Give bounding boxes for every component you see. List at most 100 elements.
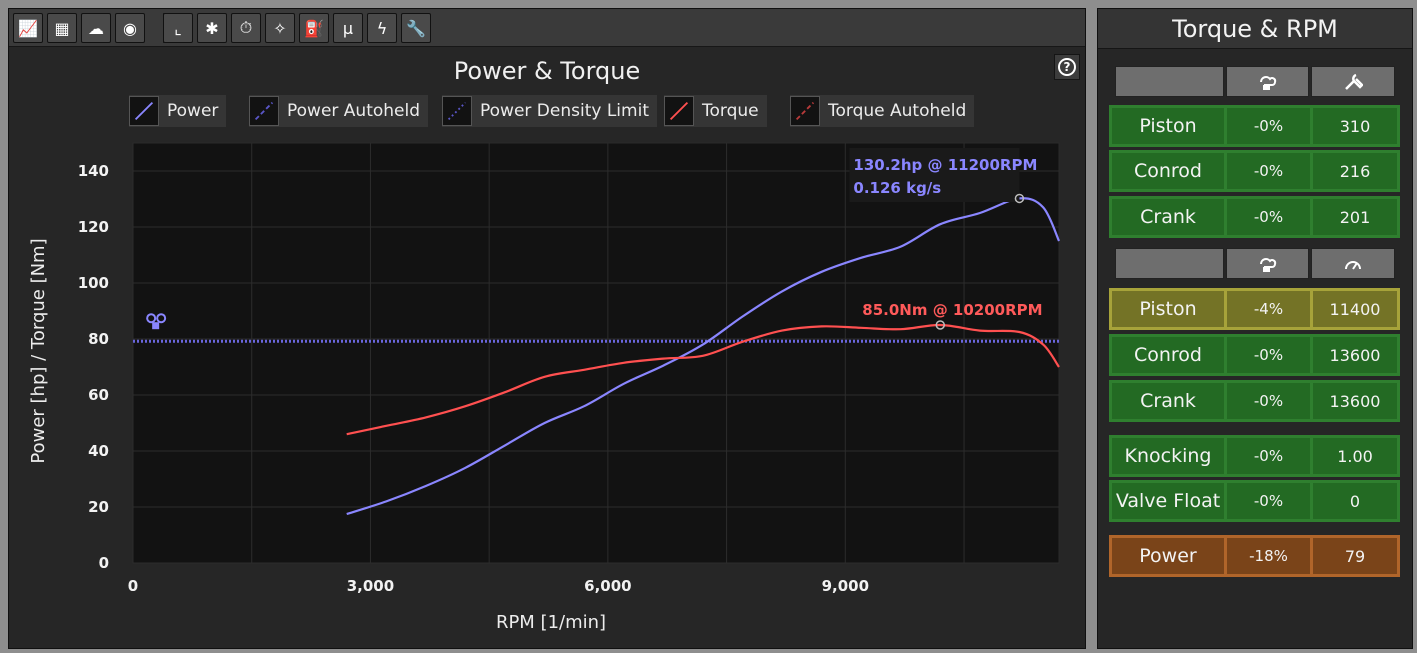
turbo-icon[interactable]: ☁ <box>81 13 111 43</box>
bug-icon[interactable]: ✱ <box>197 13 227 43</box>
x-tick-label: 3,000 <box>347 577 394 595</box>
x-tick-label: 6,000 <box>584 577 631 595</box>
power-peak-label-bg <box>849 148 1020 202</box>
row-value: 201 <box>1313 199 1397 235</box>
legend-item-torque[interactable]: Torque <box>664 95 767 127</box>
row-piston-torque: Piston -0% 310 <box>1109 105 1400 147</box>
header-blank <box>1115 248 1224 279</box>
tachometer-icon <box>1311 248 1395 279</box>
legend-item-power-density-limit[interactable]: Power Density Limit <box>442 95 657 127</box>
row-percent: -0% <box>1227 438 1310 474</box>
y-tick-label: 60 <box>88 386 109 404</box>
power-line <box>346 197 1061 516</box>
power-autoheld-swatch-icon <box>249 96 279 126</box>
power-peak-marker <box>1014 193 1025 204</box>
piston-lock-icon <box>146 313 167 330</box>
row-name: Crank <box>1112 383 1224 419</box>
piston-shape <box>146 313 157 324</box>
legend-label: Power Density Limit <box>480 101 649 121</box>
row-name: Piston <box>1112 108 1224 144</box>
row-value: 13600 <box>1313 337 1397 373</box>
fuel-pump-icon[interactable]: ⛽ <box>299 13 329 43</box>
y-tick-label: 20 <box>88 498 109 516</box>
row-percent: -0% <box>1227 383 1310 419</box>
wrench-icon <box>1311 66 1395 97</box>
row-percent: -0% <box>1227 483 1310 519</box>
grid-chart-icon[interactable]: ▦ <box>47 13 77 43</box>
header-blank <box>1115 66 1224 97</box>
torque-swatch-icon <box>664 96 694 126</box>
row-name: Conrod <box>1112 337 1224 373</box>
power-torque-chart[interactable]: 0 3,000 6,000 9,000 0 20 40 60 80 100 120 140 RPM [1… <box>9 9 1085 648</box>
torque-peak-marker <box>935 320 946 330</box>
chart-title: Power & Torque <box>453 57 641 85</box>
y-tick-label: 0 <box>99 554 109 572</box>
row-value: 310 <box>1313 108 1397 144</box>
plot-area <box>132 142 1060 564</box>
legend-label: Torque Autoheld <box>828 101 967 121</box>
legend-label: Power <box>167 101 219 121</box>
engine-torque-icon <box>1226 66 1309 97</box>
chart-labels: 0 3,000 6,000 9,000 0 20 40 60 80 100 120 140 RPM [1… <box>28 156 1043 633</box>
row-value: 0 <box>1313 483 1397 519</box>
axes-chart-icon[interactable]: ⌞ <box>163 13 193 43</box>
row-name: Conrod <box>1112 153 1224 189</box>
y-tick-label: 80 <box>88 330 109 348</box>
y-tick-label: 100 <box>78 274 109 292</box>
row-value: 216 <box>1313 153 1397 189</box>
row-power: Power -18% 79 <box>1109 535 1400 577</box>
row-value: 79 <box>1313 538 1397 574</box>
row-valve-float: Valve Float -0% 0 <box>1109 480 1400 522</box>
legend-item-power-autoheld[interactable]: Power Autoheld <box>249 95 429 127</box>
piston-shape <box>156 313 167 324</box>
panel-title: Torque & RPM <box>1098 9 1412 49</box>
legend-label: Torque <box>702 101 759 121</box>
airflow-label: 0.126 kg/s <box>853 179 941 197</box>
power-density-swatch-icon <box>442 96 472 126</box>
row-piston-rpm: Piston -4% 11400 <box>1109 288 1400 330</box>
line-chart-icon[interactable]: 📈 <box>13 13 43 43</box>
row-percent: -0% <box>1227 199 1310 235</box>
power-peak-label: 130.2hp @ 11200RPM <box>853 156 1037 174</box>
row-percent: -0% <box>1227 108 1310 144</box>
help-button[interactable]: ? <box>1054 54 1080 80</box>
torque-autoheld-swatch-icon <box>790 96 820 126</box>
x-tick-label: 0 <box>128 577 138 595</box>
row-knocking: Knocking -0% 1.00 <box>1109 435 1400 477</box>
row-name: Crank <box>1112 199 1224 235</box>
turbine-icon[interactable]: ◉ <box>115 13 145 43</box>
y-axis-title: Power [hp] / Torque [Nm] <box>28 238 49 463</box>
y-tick-label: 40 <box>88 442 109 460</box>
row-name: Knocking <box>1112 438 1224 474</box>
mu-icon[interactable]: μ <box>333 13 363 43</box>
row-name: Valve Float <box>1112 483 1224 519</box>
row-value: 11400 <box>1313 291 1397 327</box>
row-percent: -4% <box>1227 291 1310 327</box>
row-percent: -18% <box>1227 538 1310 574</box>
row-name: Power <box>1112 538 1224 574</box>
legend-item-torque-autoheld[interactable]: Torque Autoheld <box>790 95 975 127</box>
y-tick-label: 140 <box>78 162 109 180</box>
legend-label: Power Autoheld <box>287 101 421 121</box>
stopwatch-icon[interactable]: ⏱ <box>231 13 261 43</box>
power-swatch-icon <box>129 96 159 126</box>
lock-shape <box>152 322 160 330</box>
x-tick-label: 9,000 <box>822 577 869 595</box>
graph-panel: 📈 ▦ ☁ ◉ ⌞ ✱ ⏱ ✧ ⛽ μ ϟ 🔧 ? Power & Torque… <box>8 8 1086 649</box>
graph-toolbar: 📈 ▦ ☁ ◉ ⌞ ✱ ⏱ ✧ ⛽ μ ϟ 🔧 <box>9 9 1085 47</box>
legend-item-power[interactable]: Power <box>129 95 227 127</box>
chart-grid <box>132 143 1059 564</box>
question-icon: ? <box>1058 58 1076 76</box>
spark-plug-icon[interactable]: ✧ <box>265 13 295 43</box>
torque-rpm-panel: Torque & RPM Piston -0% 310 Conrod -0% 2… <box>1097 8 1413 649</box>
row-percent: -0% <box>1227 153 1310 189</box>
row-conrod-rpm: Conrod -0% 13600 <box>1109 334 1400 376</box>
engine-torque-icon <box>1226 248 1309 279</box>
row-value: 1.00 <box>1313 438 1397 474</box>
row-value: 13600 <box>1313 383 1397 419</box>
row-crank-rpm: Crank -0% 13600 <box>1109 380 1400 422</box>
lightning-icon[interactable]: ϟ <box>367 13 397 43</box>
row-name: Piston <box>1112 291 1224 327</box>
wrench-icon[interactable]: 🔧 <box>401 13 431 43</box>
torque-line <box>346 323 1060 436</box>
